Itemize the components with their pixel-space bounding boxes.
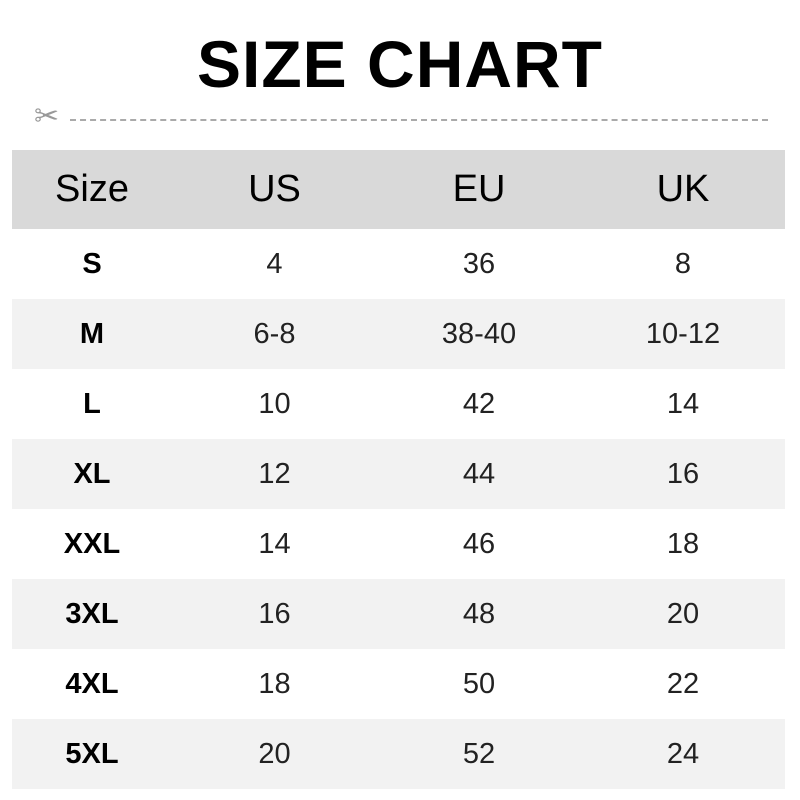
cell-size: 3XL xyxy=(12,579,172,649)
cell-size: XL xyxy=(12,439,172,509)
cell-size: L xyxy=(83,387,101,420)
cell-uk: 16 xyxy=(581,439,785,509)
table-row: XL 12 44 16 xyxy=(12,439,785,509)
cell-uk: 22 xyxy=(666,667,700,700)
cell-us: 4 xyxy=(266,247,283,280)
cell-eu: 38-40 xyxy=(377,299,581,369)
cell-size: XXL xyxy=(63,527,121,560)
cell-size: 4XL xyxy=(65,667,119,700)
scissors-icon: ✂ xyxy=(34,100,60,133)
cell-eu: 50 xyxy=(462,667,496,700)
cell-us: 16 xyxy=(172,579,377,649)
cell-us: 20 xyxy=(172,719,377,789)
cell-uk: 14 xyxy=(666,387,700,420)
cell-eu: 42 xyxy=(462,387,496,420)
cell-eu: 46 xyxy=(462,527,496,560)
cell-us: 6-8 xyxy=(172,299,377,369)
cell-size: 5XL xyxy=(12,719,172,789)
dashed-divider xyxy=(70,119,768,121)
table-row: 5XL 20 52 24 xyxy=(12,719,785,789)
cell-us: 18 xyxy=(258,667,291,700)
table-row: 4XL 18 50 22 xyxy=(12,649,785,719)
cell-eu: 48 xyxy=(377,579,581,649)
table-row: 3XL 16 48 20 xyxy=(12,579,785,649)
cell-uk: 18 xyxy=(666,527,700,560)
table-row: M 6-8 38-40 10-12 xyxy=(12,299,785,369)
cell-eu: 44 xyxy=(377,439,581,509)
cell-uk: 24 xyxy=(581,719,785,789)
cell-eu: 52 xyxy=(377,719,581,789)
header-us: US xyxy=(172,150,377,229)
header-eu: EU xyxy=(377,150,581,229)
size-chart-table: Size US EU UK S 4 36 8 M 6-8 38-40 10-12 L 10 42 14… xyxy=(12,150,785,789)
cell-us: 12 xyxy=(172,439,377,509)
cell-size: M xyxy=(12,299,172,369)
cell-eu: 36 xyxy=(462,247,496,280)
cell-uk: 10-12 xyxy=(581,299,785,369)
header-uk: UK xyxy=(581,150,785,229)
table-row: S 4 36 8 xyxy=(12,229,785,299)
cell-us: 14 xyxy=(258,527,291,560)
header-size: Size xyxy=(12,150,172,229)
cell-uk: 8 xyxy=(674,247,692,280)
table-row: XXL 14 46 18 xyxy=(12,509,785,579)
page-title: SIZE CHART xyxy=(197,27,603,101)
header-row: Size US EU UK xyxy=(12,150,785,229)
cell-size: S xyxy=(82,247,102,280)
cut-line: ✂ xyxy=(34,102,768,132)
cell-uk: 20 xyxy=(581,579,785,649)
table-row: L 10 42 14 xyxy=(12,369,785,439)
cell-us: 10 xyxy=(258,387,291,420)
